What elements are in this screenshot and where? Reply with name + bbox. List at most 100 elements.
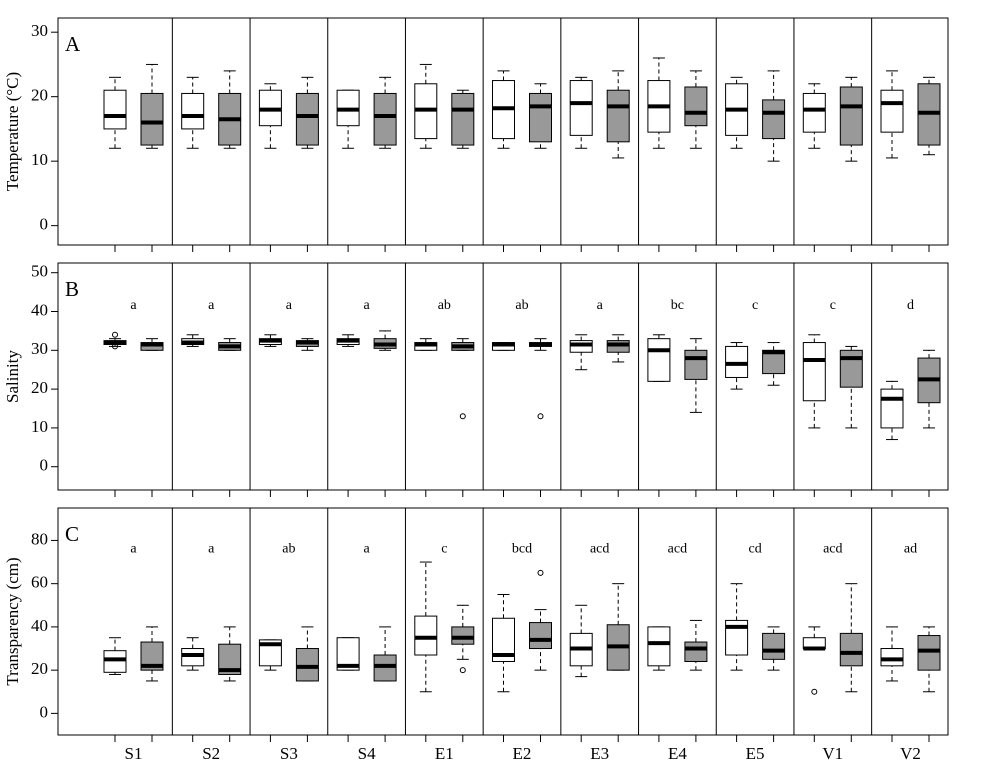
box — [336, 637, 360, 671]
group-letter: ab — [282, 541, 295, 556]
box — [880, 648, 904, 667]
box — [218, 643, 242, 675]
box — [295, 92, 319, 146]
y-tick-label: 20 — [31, 378, 48, 397]
y-tick-label: 10 — [31, 150, 48, 169]
y-tick-label: 40 — [31, 300, 48, 319]
box — [684, 349, 708, 380]
group-letter: c — [830, 298, 836, 313]
outlier — [537, 413, 544, 420]
group-letter: c — [441, 541, 447, 556]
box — [684, 641, 708, 662]
group-letter: acd — [590, 541, 609, 556]
box — [839, 632, 863, 667]
box — [762, 632, 786, 660]
y-axis-label: Transparency (cm) — [3, 557, 22, 685]
box — [295, 648, 319, 682]
box — [181, 92, 205, 130]
box — [140, 92, 164, 146]
group-letter: a — [208, 541, 215, 556]
y-tick-label: 80 — [31, 529, 48, 548]
group-letter: acd — [823, 541, 842, 556]
box — [839, 349, 863, 388]
group-letter: a — [208, 298, 215, 313]
box — [839, 86, 863, 146]
x-tick-label: S3 — [280, 744, 298, 763]
outlier — [811, 688, 818, 695]
group-letter: ab — [515, 298, 528, 313]
box — [140, 641, 164, 671]
y-tick-label: 30 — [31, 339, 48, 358]
panel-label: A — [65, 32, 81, 56]
group-letter: ad — [904, 541, 917, 556]
group-letter: cd — [748, 541, 761, 556]
box — [529, 622, 552, 650]
group-letter: a — [363, 541, 370, 556]
box — [529, 92, 552, 143]
group-letter: a — [130, 298, 137, 313]
box — [917, 635, 941, 671]
box — [103, 89, 127, 130]
x-tick-label: E4 — [668, 744, 687, 763]
group-letter: a — [286, 298, 293, 313]
box — [373, 92, 397, 146]
box — [725, 619, 749, 656]
group-letter: c — [752, 298, 758, 313]
y-tick-label: 0 — [40, 215, 49, 234]
x-tick-label: S4 — [358, 744, 376, 763]
y-tick-label: 30 — [31, 21, 48, 40]
box — [414, 615, 438, 656]
box — [606, 89, 630, 143]
y-tick-label: 20 — [31, 659, 48, 678]
x-tick-label: E2 — [513, 744, 532, 763]
box — [647, 626, 671, 667]
y-tick-label: 50 — [31, 262, 48, 281]
y-tick-label: 0 — [40, 456, 49, 475]
box — [880, 89, 904, 133]
group-letter: a — [597, 298, 604, 313]
group-letter: bcd — [512, 541, 532, 556]
box — [802, 342, 826, 402]
y-tick-label: 10 — [31, 417, 48, 436]
group-letter: a — [363, 298, 370, 313]
box — [569, 80, 593, 136]
outlier — [112, 331, 118, 338]
x-tick-label: V1 — [822, 744, 843, 763]
panel-label: C — [65, 522, 79, 546]
group-letter: ab — [438, 298, 451, 313]
y-axis-label: Salinity — [3, 350, 22, 403]
box — [181, 648, 205, 667]
y-axis-label: Temperature (°C) — [3, 72, 22, 191]
y-tick-label: 40 — [31, 616, 48, 635]
x-tick-label: S2 — [202, 744, 220, 763]
box — [451, 626, 475, 645]
group-letter: bc — [671, 298, 684, 313]
group-letter: a — [130, 541, 137, 556]
box — [258, 639, 282, 667]
box — [373, 654, 397, 682]
box — [684, 86, 708, 127]
box — [880, 388, 904, 429]
group-letter: acd — [668, 541, 687, 556]
box — [762, 99, 786, 140]
y-tick-label: 20 — [31, 86, 48, 105]
x-tick-label: V2 — [900, 744, 921, 763]
box — [451, 92, 475, 146]
box — [492, 617, 515, 662]
box — [647, 338, 671, 382]
x-tick-label: E3 — [590, 744, 609, 763]
x-tick-label: E5 — [746, 744, 765, 763]
y-tick-label: 60 — [31, 573, 48, 592]
x-tick-label: E1 — [435, 744, 454, 763]
y-tick-label: 0 — [40, 702, 49, 721]
outlier — [459, 413, 466, 420]
box — [103, 650, 127, 673]
box — [802, 92, 826, 133]
x-tick-label: S1 — [125, 744, 143, 763]
panel-label: B — [65, 277, 79, 301]
outlier — [459, 667, 466, 674]
group-letter: d — [907, 298, 914, 313]
outlier — [112, 343, 118, 350]
